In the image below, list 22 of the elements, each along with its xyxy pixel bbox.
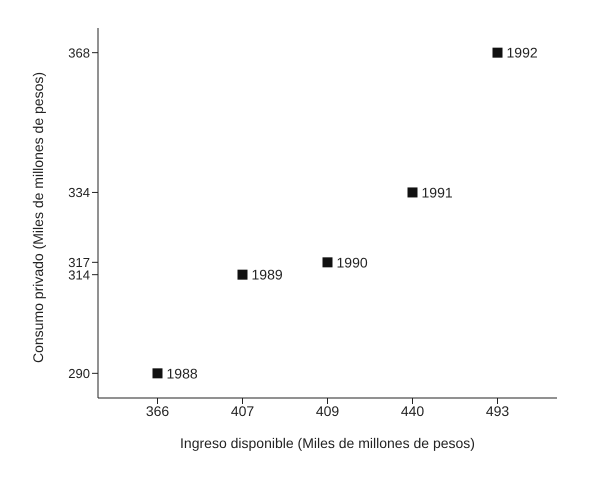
x-axis-title: Ingreso disponible (Miles de millones de pesos) [180,435,475,451]
y-tick-label: 290 [68,366,90,381]
y-axis-title: Consumo privado (Miles de millones de pesos) [30,72,46,363]
annotation: 1992 [506,44,538,61]
annotation: 1991 [422,184,453,200]
y-tick-label: 317 [68,254,90,270]
point [408,187,418,198]
x-tick-label: 407 [230,402,254,419]
x-tick-label: 409 [316,402,340,419]
x-tick-label: 366 [146,402,170,419]
annotation: 1990 [336,254,368,270]
point [152,368,162,378]
point [322,257,332,268]
point [238,270,248,280]
y-tick-label: 314 [68,267,90,282]
y-tick-label: 368 [68,45,90,60]
y-tick-label: 334 [68,185,90,200]
annotation: 1988 [166,365,198,382]
x-tick-label: 440 [400,402,424,419]
annotation: 1989 [252,266,283,283]
x-tick-label: 493 [486,402,510,419]
point [492,48,502,58]
